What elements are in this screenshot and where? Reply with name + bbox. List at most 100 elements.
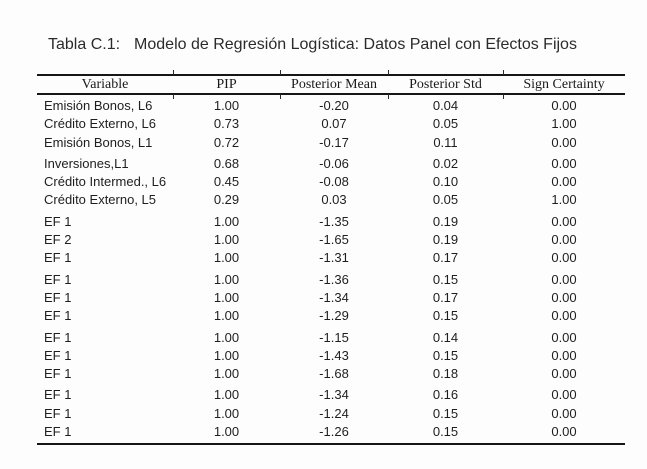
cell-variable: Emisión Bonos, L6 <box>44 98 153 113</box>
column-tick <box>280 70 281 75</box>
cell-posterior-std: 0.19 <box>432 213 459 229</box>
cell-posterior-mean: -1.34 <box>319 387 349 403</box>
cell-variable: EF 1 <box>44 213 72 229</box>
table-row: EF 1 1.00 -1.26 0.15 0.00 <box>37 423 625 441</box>
table-row: EF 1 1.00 -1.31 0.17 0.00 <box>37 249 625 267</box>
cell-sign-certainty: 0.00 <box>551 174 577 190</box>
table-row: Crédito Externo, L6 0.73 0.07 0.05 1.00 <box>37 115 625 133</box>
cell-posterior-mean: -0.06 <box>319 155 349 171</box>
cell-pip: 0.73 <box>213 116 240 132</box>
cell-sign-certainty: 0.00 <box>551 155 577 171</box>
cell-sign-certainty: 0.00 <box>551 424 577 440</box>
cell-posterior-mean: -1.24 <box>319 405 349 421</box>
cell-pip: 1.00 <box>213 387 240 403</box>
table-caption: Tabla C.1: Modelo de Regresión Logística:… <box>48 36 577 54</box>
cell-posterior-std: 0.15 <box>432 308 459 324</box>
header-variable: Variable <box>81 76 129 92</box>
cell-pip: 1.00 <box>213 405 240 421</box>
cell-posterior-std: 0.18 <box>432 366 459 382</box>
cell-posterior-mean: -1.29 <box>319 308 349 324</box>
cell-posterior-mean: -1.65 <box>319 232 349 248</box>
cell-posterior-std: 0.17 <box>432 250 459 266</box>
header-posterior-std: Posterior Std <box>409 76 482 92</box>
cell-pip: 1.00 <box>213 424 240 440</box>
table-row: EF 1 1.00 -1.35 0.19 0.00 <box>37 213 625 231</box>
column-tick <box>173 94 174 99</box>
table-row: Emisión Bonos, L1 0.72 -0.17 0.11 0.00 <box>37 134 625 152</box>
cell-sign-certainty: 0.00 <box>551 289 577 305</box>
cell-posterior-mean: -0.08 <box>319 174 349 190</box>
cell-posterior-mean: 0.03 <box>321 192 347 208</box>
cell-variable: EF 1 <box>44 329 72 345</box>
table-row: EF 1 1.00 -1.29 0.15 0.00 <box>37 307 625 325</box>
cell-sign-certainty: 0.00 <box>551 98 577 113</box>
cell-variable: Inversiones,L1 <box>44 155 129 171</box>
cell-variable: EF 1 <box>44 366 72 382</box>
cell-posterior-std: 0.15 <box>432 405 459 421</box>
cell-pip: 1.00 <box>213 232 240 248</box>
cell-variable: EF 1 <box>44 289 72 305</box>
cell-posterior-std: 0.19 <box>432 232 459 248</box>
cell-sign-certainty: 0.00 <box>551 308 577 324</box>
cell-variable: Emisión Bonos, L1 <box>44 134 153 150</box>
cell-posterior-mean: -0.20 <box>319 98 349 113</box>
cell-variable: EF 1 <box>44 308 72 324</box>
cell-variable: Crédito Intermed., L6 <box>44 174 167 190</box>
cell-pip: 1.00 <box>213 308 240 324</box>
cell-posterior-mean: -0.17 <box>319 134 349 150</box>
cell-pip: 0.72 <box>213 134 240 150</box>
cell-pip: 1.00 <box>213 98 240 113</box>
cell-sign-certainty: 0.00 <box>551 387 577 403</box>
column-tick <box>388 94 389 99</box>
table-row: EF 1 1.00 -1.34 0.17 0.00 <box>37 289 625 307</box>
cell-posterior-std: 0.11 <box>433 134 458 150</box>
cell-sign-certainty: 0.00 <box>551 329 577 345</box>
cell-sign-certainty: 0.00 <box>551 250 577 266</box>
cell-pip: 1.00 <box>213 289 240 305</box>
cell-variable: EF 1 <box>44 347 72 363</box>
cell-posterior-std: 0.05 <box>432 192 459 208</box>
column-tick <box>388 70 389 75</box>
cell-posterior-mean: -1.15 <box>319 329 349 345</box>
cell-variable: EF 2 <box>44 232 72 248</box>
cell-variable: EF 1 <box>44 387 72 403</box>
table-header-row: Variable PIP Posterior Mean Posterior St… <box>37 70 625 99</box>
cell-variable: Crédito Externo, L6 <box>44 116 157 132</box>
table-row: EF 1 1.00 -1.24 0.15 0.00 <box>37 405 625 423</box>
cell-sign-certainty: 0.00 <box>551 271 577 287</box>
column-tick <box>503 94 504 99</box>
cell-pip: 1.00 <box>213 250 240 266</box>
cell-posterior-std: 0.04 <box>432 98 459 113</box>
column-tick <box>503 70 504 75</box>
regression-table: Variable PIP Posterior Mean Posterior St… <box>37 70 625 446</box>
cell-variable: EF 1 <box>44 405 72 421</box>
cell-posterior-mean: 0.07 <box>321 116 347 132</box>
column-tick <box>173 70 174 75</box>
cell-sign-certainty: 0.00 <box>551 366 577 382</box>
cell-variable: Crédito Externo, L5 <box>44 192 157 208</box>
cell-sign-certainty: 0.00 <box>551 134 577 150</box>
table-row: Crédito Intermed., L6 0.45 -0.08 0.10 0.00 <box>37 173 625 191</box>
cell-pip: 1.00 <box>213 366 240 382</box>
table-row: EF 1 1.00 -1.36 0.15 0.00 <box>37 271 625 289</box>
cell-sign-certainty: 1.00 <box>551 116 577 132</box>
table-row: Crédito Externo, L5 0.29 0.03 0.05 1.00 <box>37 191 625 209</box>
cell-sign-certainty: 0.00 <box>551 347 577 363</box>
cell-posterior-std: 0.15 <box>432 271 459 287</box>
table-row: Emisión Bonos, L6 1.00 -0.20 0.04 0.00 <box>37 97 625 115</box>
cell-pip: 1.00 <box>213 213 240 229</box>
table-row: EF 1 1.00 -1.68 0.18 0.00 <box>37 365 625 383</box>
cell-posterior-std: 0.17 <box>432 289 459 305</box>
cell-posterior-mean: -1.68 <box>319 366 349 382</box>
cell-posterior-mean: -1.36 <box>319 271 349 287</box>
cell-posterior-mean: -1.35 <box>319 213 349 229</box>
cell-posterior-std: 0.15 <box>432 347 459 363</box>
cell-posterior-std: 0.14 <box>432 329 459 345</box>
header-posterior-mean: Posterior Mean <box>291 76 377 92</box>
cell-posterior-std: 0.02 <box>432 155 459 171</box>
cell-pip: 1.00 <box>213 329 240 345</box>
table-row: EF 1 1.00 -1.34 0.16 0.00 <box>37 386 625 404</box>
caption-text: Modelo de Regresión Logística: Datos Pan… <box>134 36 577 53</box>
cell-sign-certainty: 0.00 <box>551 405 577 421</box>
cell-posterior-std: 0.15 <box>432 424 459 440</box>
